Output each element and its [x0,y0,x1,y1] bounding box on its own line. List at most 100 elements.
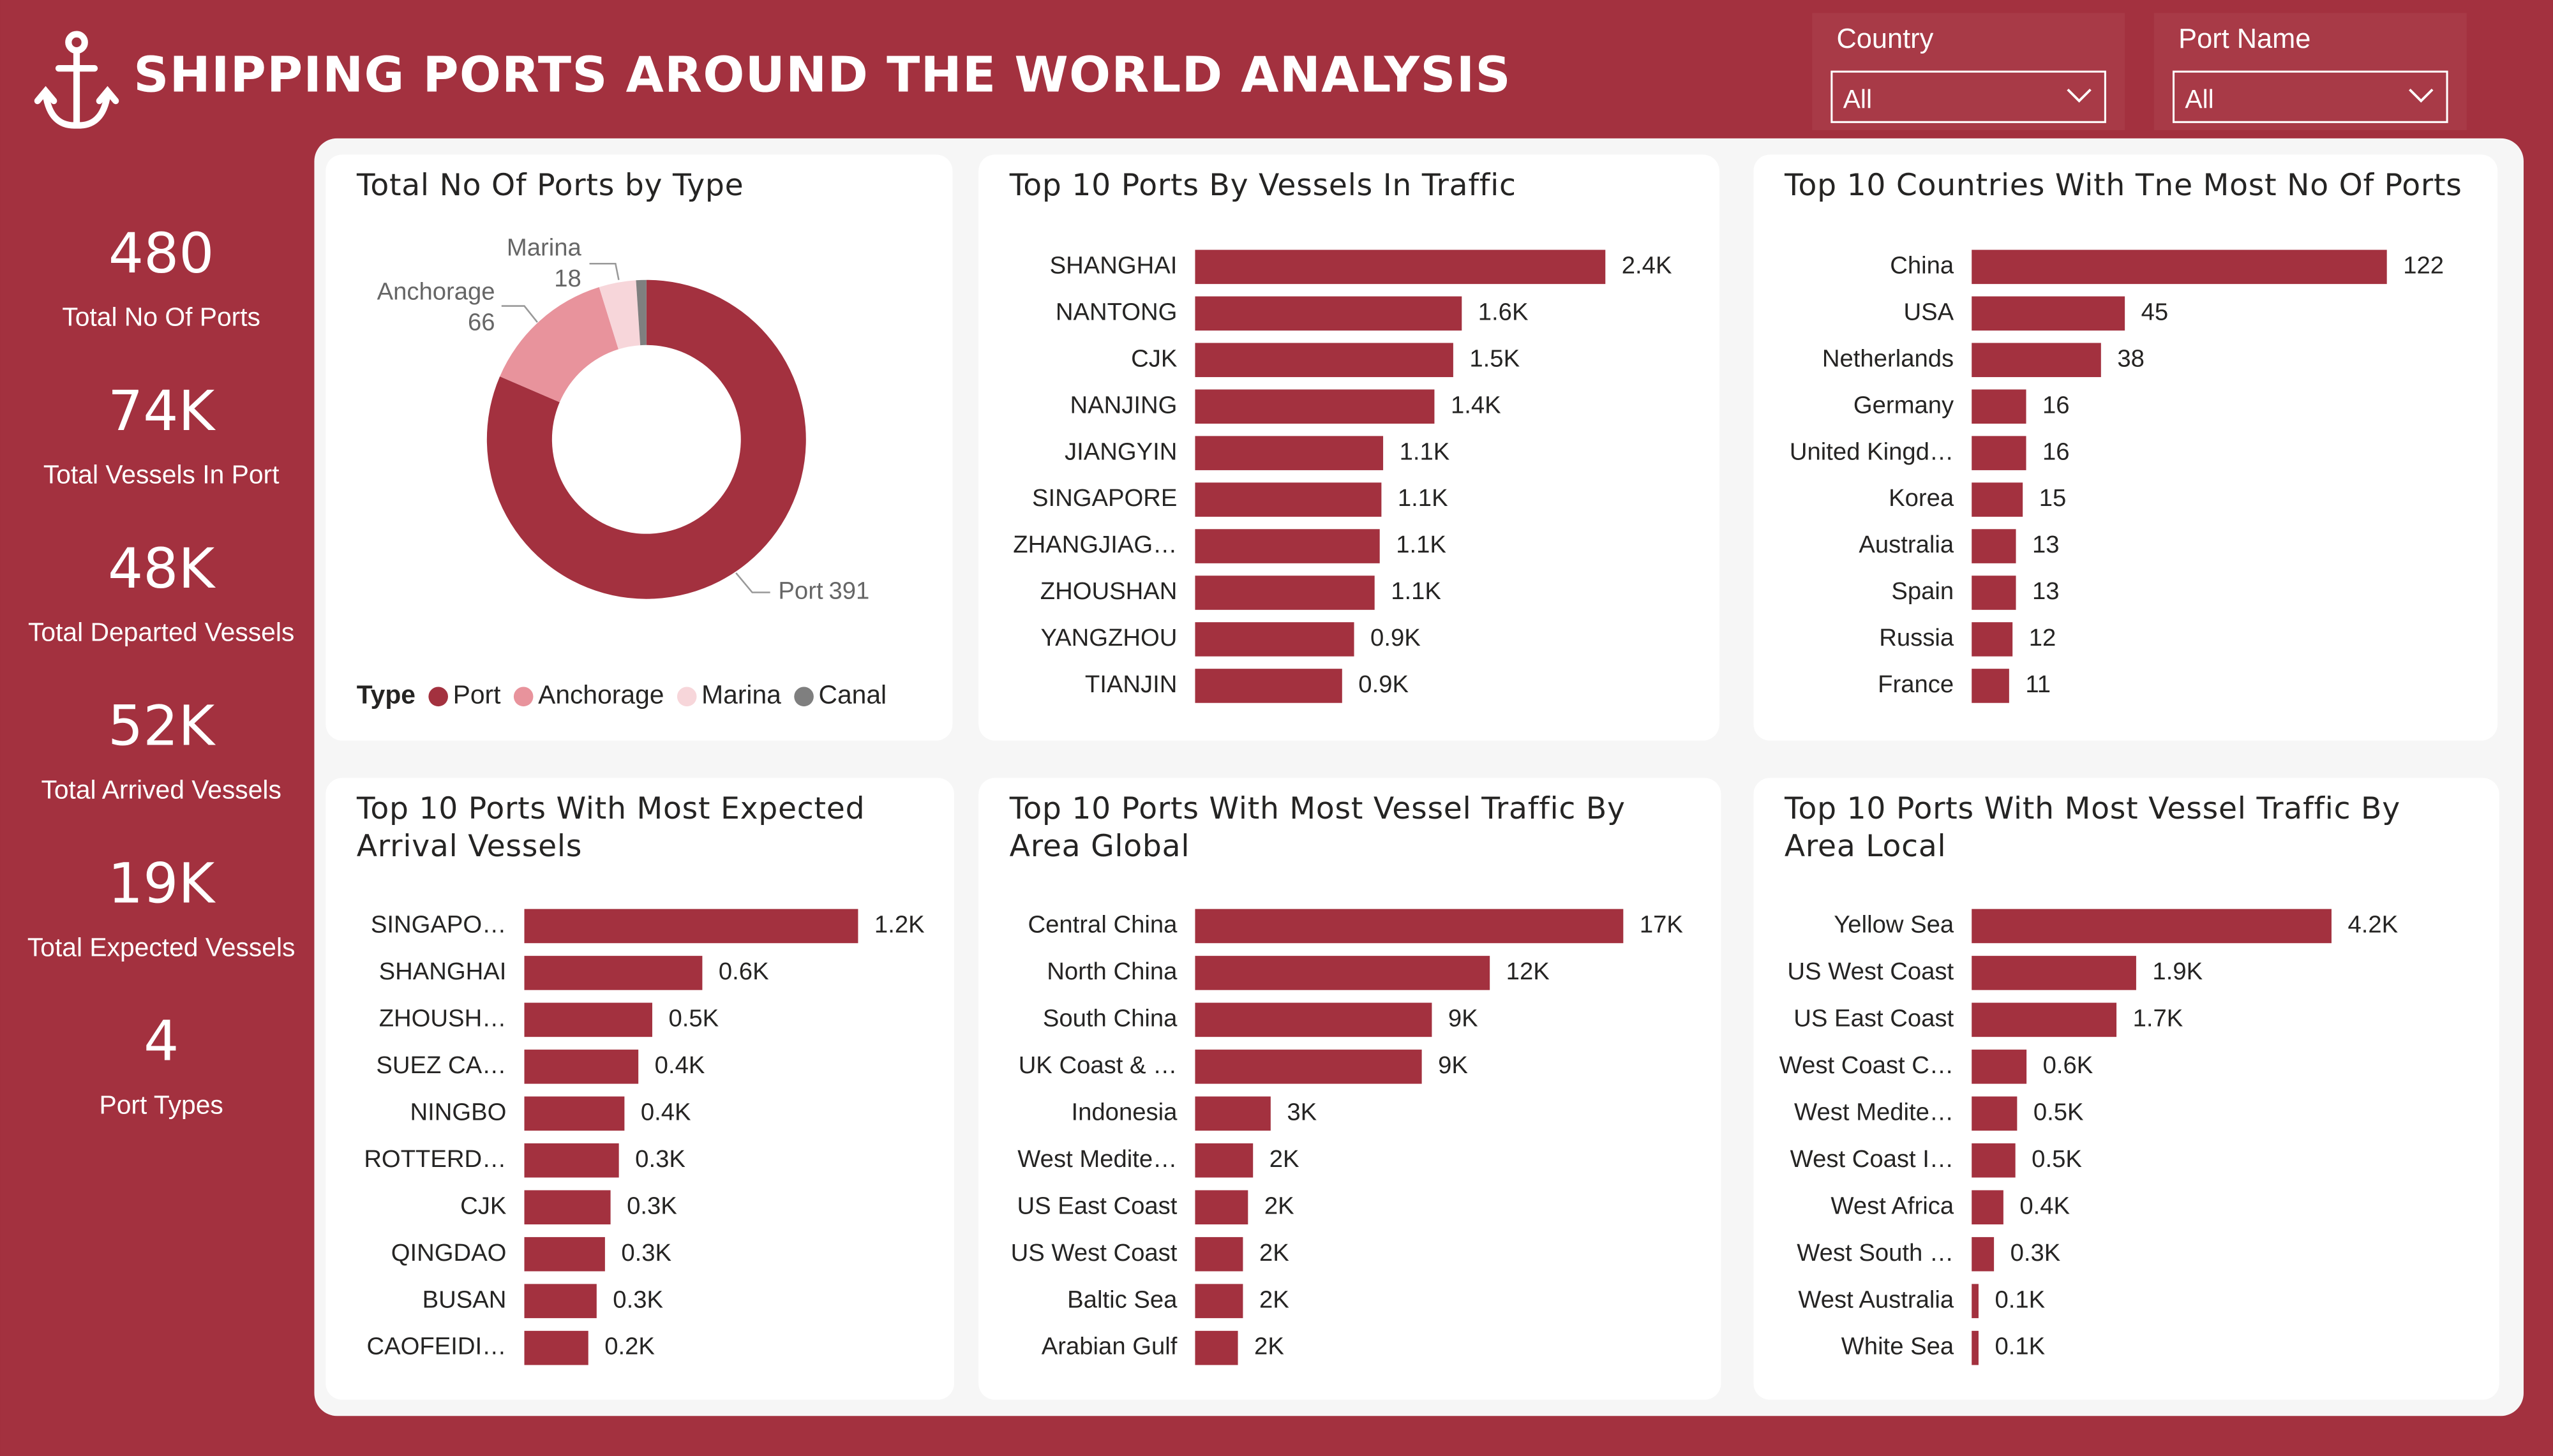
dropdown-box[interactable] [1831,70,2106,123]
donut-slice [500,286,618,403]
category-label: Indonesia [1072,1098,1178,1125]
card-background [326,154,953,741]
bar [1972,296,2125,331]
chart-title-box: Top 10 Ports With Most Expected Arrival … [357,792,865,864]
bar [1195,1096,1271,1131]
category-label: North China [1047,958,1178,985]
bar [1972,1002,2117,1037]
bar [1972,389,2026,424]
value-label: 13 [2032,531,2060,558]
category-label: US West Coast [1787,958,1954,985]
category-label: USA [1904,298,1954,325]
category-label: Germany [1853,391,1954,419]
bar [524,956,703,990]
value-label: 0.1K [1995,1333,2045,1360]
value-label: 4.2K [2347,911,2398,939]
category-label: Australia [1859,531,1954,558]
dropdown-value[interactable]: All [1843,84,1872,114]
dropdown-chevron[interactable] [2067,88,2092,103]
bar [1972,482,2023,517]
chart-card: Top 10 Ports By Vessels In Traffic SHANGH… [978,154,1719,741]
bar [1972,669,2009,703]
category-label: ZHOUSH… [379,1004,507,1032]
value-label: 2.4K [1622,251,1672,279]
bar [1195,956,1490,990]
bar [1195,389,1435,424]
bar [1972,249,2387,285]
dashboard-title: SHIPPING PORTS AROUND THE WORLD ANALYSIS [133,47,1511,103]
slice-value: 18 [554,265,581,292]
category-label: SINGAPO… [371,911,507,939]
bar [1972,1143,2016,1178]
bar [1972,1050,2027,1084]
slice-label: Port [778,577,823,605]
category-label: White Sea [1841,1333,1954,1360]
bar [1195,482,1382,517]
kpi-label: Total Departed Vessels [28,618,294,647]
category-label: West South … [1797,1239,1954,1267]
kpi-value: 4 [144,1010,179,1074]
value-label: 1.7K [2133,1004,2183,1032]
category-label: Central China [1028,911,1178,939]
chart-title: Total No Of Ports by Type [356,169,744,204]
category-label: Yellow Sea [1834,911,1954,939]
category-label: US West Coast [1011,1239,1178,1267]
kpi-value: 480 [109,222,214,286]
value-label: 0.4K [655,1051,705,1079]
bar [1972,1190,2003,1225]
bar [1972,1330,1979,1365]
value-label: 1.2K [874,911,925,939]
value-label: 0.3K [621,1239,671,1267]
category-label: NANTONG [1056,298,1178,325]
value-label: 0.6K [2043,1051,2093,1079]
legend-swatch [794,687,814,707]
bar [1195,622,1354,657]
bar [524,1002,652,1037]
donut-slice [599,280,641,350]
bar [1195,1050,1422,1084]
dropdown-value[interactable]: All [2185,84,2213,114]
value-label: 1.6K [1478,298,1529,325]
bar [1972,956,2136,990]
value-label: 0.3K [2010,1239,2061,1267]
category-label: France [1878,671,1954,698]
value-label: 1.1K [1396,531,1446,558]
slicer-dropdown[interactable]: All [2172,70,2448,123]
bar [1195,669,1342,703]
slice-value: 66 [468,309,495,336]
chart-title: Top 10 Ports With Most Vessel Traffic By… [1784,792,2400,865]
card-background [1753,154,2498,741]
bar [524,1237,605,1272]
legend-swatch [677,687,697,707]
value-label: 0.3K [627,1192,677,1219]
value-label: 3K [1287,1098,1317,1125]
bar [524,1143,619,1178]
chart-title-box: Total No Of Ports by Type [356,169,744,204]
dropdown-chevron[interactable] [2409,88,2434,103]
value-label: 1.9K [2152,958,2203,985]
chart-card: Top 10 Ports With Most Expected Arrival … [326,778,954,1400]
category-label: QINGDAO [391,1239,507,1267]
slicer-dropdown[interactable]: All [1831,70,2106,123]
bar [1972,529,2016,563]
legend-label: Marina [701,680,781,709]
category-label: Arabian Gulf [1042,1333,1178,1360]
value-label: 13 [2032,577,2060,605]
anchor-icon [34,31,119,129]
slicers: Country All Port Name All [1812,13,2467,131]
bar [1195,1330,1238,1365]
category-label: Netherlands [1822,345,1954,372]
legend-title: Type [357,680,416,709]
kpi-value: 52K [108,695,216,759]
legend-label: Anchorage [538,680,664,709]
value-label: 9K [1448,1004,1478,1032]
slicer-label: Country [1836,24,1933,54]
category-label: UK Coast & … [1019,1051,1178,1079]
value-label: 1.1K [1391,577,1441,605]
dropdown-box[interactable] [2172,70,2448,123]
bar [1195,1284,1243,1318]
leader-line [735,572,770,593]
value-label: 16 [2042,438,2070,465]
kpi-value: 19K [108,852,216,916]
